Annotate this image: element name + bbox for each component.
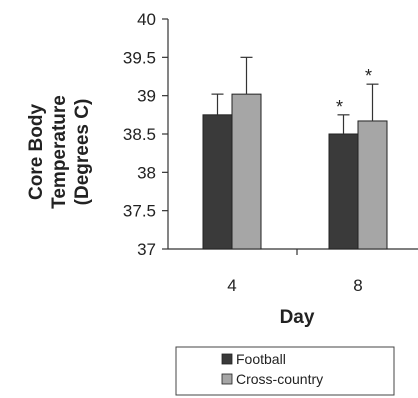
bar-cross-country-day-8 xyxy=(357,120,388,250)
significance-star: * xyxy=(336,97,343,117)
x-tick-label: 8 xyxy=(353,276,362,295)
legend: Football Cross-country xyxy=(175,346,395,396)
x-axis-title: Day xyxy=(280,307,315,328)
y-axis-title-line-3: (Degrees C) xyxy=(72,99,93,206)
y-tick-label: 38 xyxy=(137,163,156,182)
bar-football-day-4 xyxy=(202,114,233,250)
y-tick-label: 37 xyxy=(137,240,156,259)
y-axis: 37 37.5 38 38.5 39 39.5 40 xyxy=(123,10,169,259)
y-tick-label: 39.5 xyxy=(123,48,156,67)
bar-football-day-8 xyxy=(328,133,359,250)
y-axis-title: Core Body Temperature (Degrees C) xyxy=(26,95,93,209)
x-tick-label: 4 xyxy=(227,276,236,295)
y-axis-title-line-1: Core Body xyxy=(26,104,47,201)
bars xyxy=(202,93,388,250)
significance-markers: ** xyxy=(336,66,372,117)
y-tick-label: 40 xyxy=(137,10,156,29)
legend-swatch-cross-country xyxy=(221,373,233,385)
error-bars xyxy=(211,56,379,134)
significance-star: * xyxy=(365,66,372,86)
bar-cross-country-day-4 xyxy=(231,93,262,250)
legend-label-football: Football xyxy=(236,351,286,367)
y-axis-title-line-2: Temperature xyxy=(49,95,70,209)
legend-swatch-football xyxy=(221,353,233,365)
y-tick-label: 38.5 xyxy=(123,125,156,144)
y-tick-label: 37.5 xyxy=(123,202,156,221)
y-tick-label: 39 xyxy=(137,87,156,106)
legend-box xyxy=(175,346,395,396)
legend-label-cross-country: Cross-country xyxy=(236,371,323,387)
